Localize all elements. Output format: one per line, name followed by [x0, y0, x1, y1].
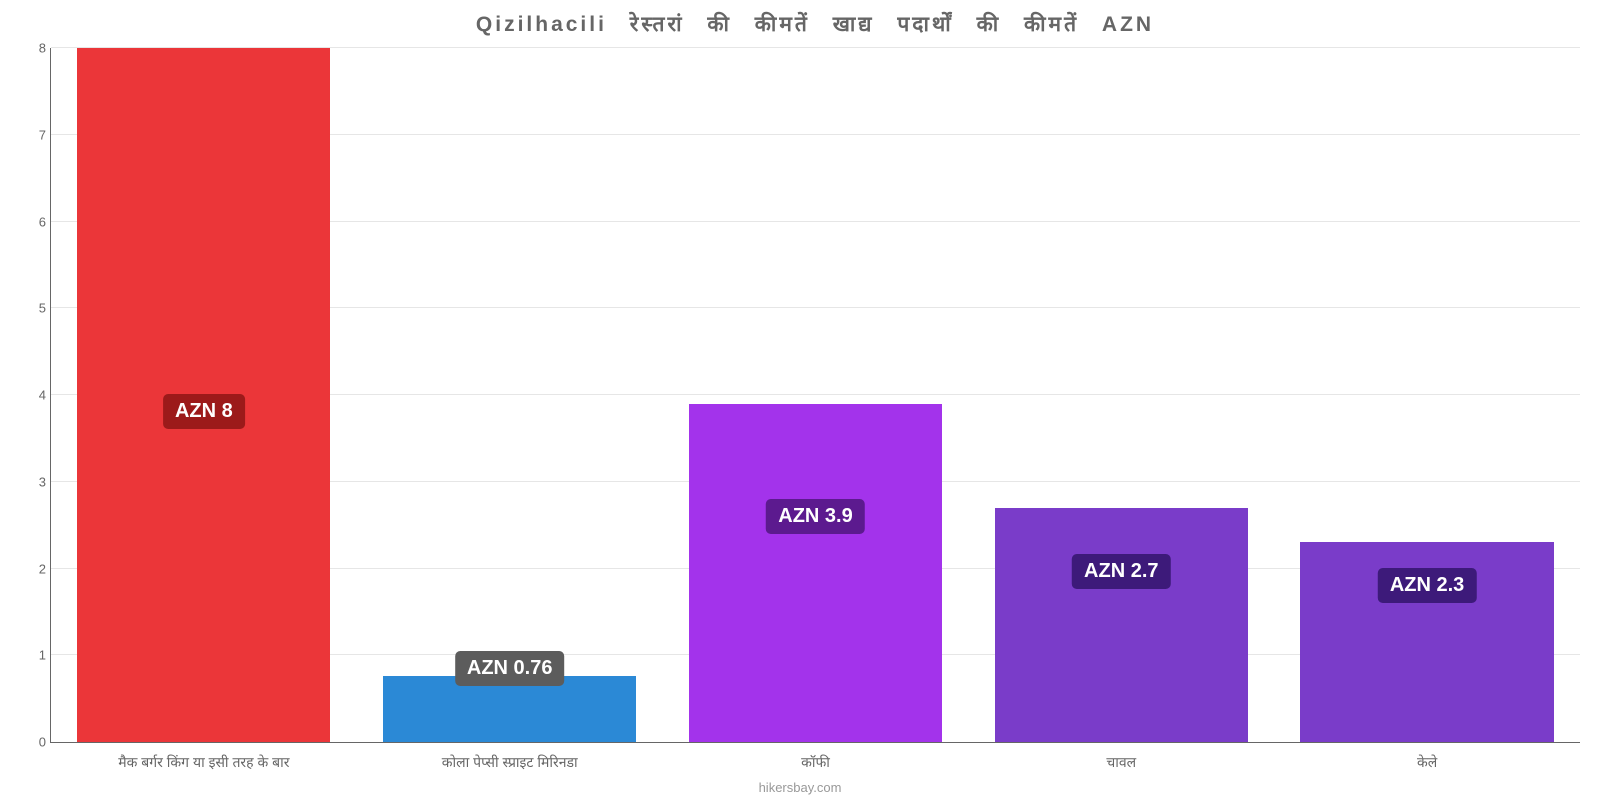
bar-value-label: AZN 8: [163, 394, 245, 429]
bar-group: AZN 8: [66, 48, 341, 742]
bar: AZN 2.7: [995, 508, 1248, 742]
bar: AZN 8: [77, 48, 330, 742]
y-tick: 4: [21, 388, 46, 403]
y-tick: 0: [21, 735, 46, 750]
y-tick: 8: [21, 41, 46, 56]
x-label: कोला पेप्सी स्प्राइट मिरिनडा: [372, 753, 647, 772]
bar-group: AZN 3.9: [678, 48, 953, 742]
bar-group: AZN 2.3: [1289, 48, 1564, 742]
bar-value-label: AZN 0.76: [455, 651, 565, 686]
x-axis: मैक बर्गर किंग या इसी तरह के बार कोला पेप…: [51, 753, 1580, 772]
chart-title: Qizilhacili रेस्तरां की कीमतें खाद्य पदा…: [50, 10, 1580, 38]
y-tick: 1: [21, 648, 46, 663]
plot-area: 012345678 AZN 8AZN 0.76AZN 3.9AZN 2.7AZN…: [50, 48, 1580, 743]
bars-area: AZN 8 AZN 0.76 AZN 3.9 AZN 2.7 AZN 2.3: [51, 48, 1580, 742]
y-tick: 7: [21, 127, 46, 142]
bar-value-label: AZN 3.9: [766, 499, 864, 534]
attribution: hikersbay.com: [759, 780, 842, 795]
x-label: मैक बर्गर किंग या इसी तरह के बार: [66, 753, 341, 772]
y-axis: 012345678: [21, 48, 46, 742]
y-tick: 6: [21, 214, 46, 229]
x-label: केले: [1289, 753, 1564, 772]
bar-value-label: AZN 2.3: [1378, 568, 1476, 603]
bar-group: AZN 2.7: [984, 48, 1259, 742]
x-label: कॉफी: [678, 753, 953, 772]
bar: AZN 2.3: [1300, 542, 1553, 742]
chart-container: Qizilhacili रेस्तरां की कीमतें खाद्य पदा…: [50, 10, 1580, 780]
x-label: चावल: [984, 753, 1259, 772]
bar-value-label: AZN 2.7: [1072, 554, 1170, 589]
bar: AZN 3.9: [689, 404, 942, 742]
y-tick: 5: [21, 301, 46, 316]
bar-group: AZN 0.76: [372, 48, 647, 742]
y-tick: 2: [21, 561, 46, 576]
bar: AZN 0.76: [383, 676, 636, 742]
y-tick: 3: [21, 474, 46, 489]
